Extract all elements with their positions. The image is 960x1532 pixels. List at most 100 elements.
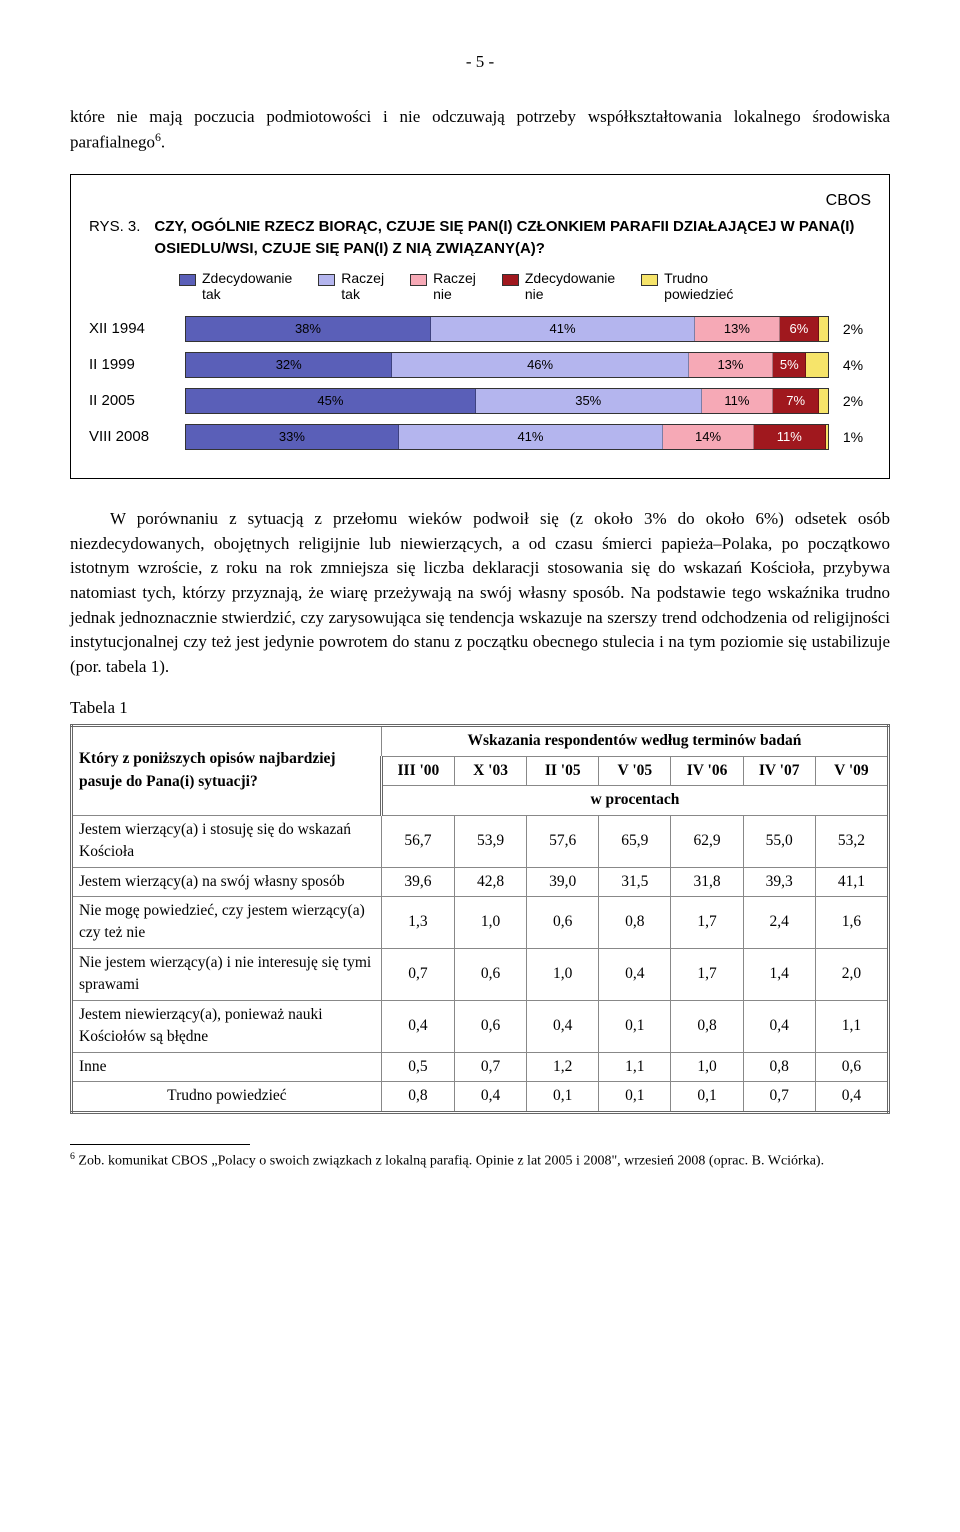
table-cell: 0,8	[381, 1082, 454, 1112]
legend-item: Zdecydowanienie	[502, 271, 615, 302]
table-cell: 42,8	[454, 867, 526, 896]
bar-row: XII 199438%41%13%6%2%	[89, 316, 871, 342]
bar-segment: 13%	[695, 317, 779, 341]
table-row-label: Jestem wierzący(a) i stosuję się do wska…	[72, 815, 382, 867]
bar-segment	[826, 425, 828, 449]
table-cell: 0,4	[599, 948, 671, 1000]
chart-bars: XII 199438%41%13%6%2%II 199932%46%13%5%4…	[89, 316, 871, 450]
legend-label: Raczejtak	[341, 271, 384, 302]
page-number: - 5 -	[70, 50, 890, 75]
table-cell: 0,1	[527, 1082, 599, 1112]
bar-segment: 33%	[186, 425, 399, 449]
table-subheader: w procentach	[381, 786, 888, 815]
table-cell: 1,4	[743, 948, 815, 1000]
bar-segment: 11%	[754, 425, 826, 449]
intro-paragraph: które nie mają poczucia podmiotowości i …	[70, 105, 890, 156]
figure-label: RYS. 3.	[89, 216, 140, 238]
legend-swatch	[641, 274, 658, 286]
table-cell: 0,8	[599, 896, 671, 948]
table-cell: 1,3	[381, 896, 454, 948]
legend-label: Trudnopowiedzieć	[664, 271, 733, 302]
table-cell: 0,7	[743, 1082, 815, 1112]
bar-end-value: 1%	[829, 427, 871, 447]
chart-container: CBOS RYS. 3. CZY, OGÓLNIE RZECZ BIORĄC, …	[70, 174, 890, 479]
table-col-header: V '05	[599, 756, 671, 785]
table-cell: 0,8	[671, 1000, 743, 1052]
table-cell: 1,7	[671, 896, 743, 948]
table-cell: 0,6	[527, 896, 599, 948]
bar-row: II 200545%35%11%7%2%	[89, 388, 871, 414]
table-header-span: Wskazania respondentów według terminów b…	[381, 726, 888, 756]
table-cell: 0,1	[671, 1082, 743, 1112]
table-cell: 0,4	[815, 1082, 888, 1112]
bar-segment: 5%	[773, 353, 806, 377]
table-col-header: IV '07	[743, 756, 815, 785]
table-cell: 0,4	[743, 1000, 815, 1052]
legend-label: Raczejnie	[433, 271, 476, 302]
table-cell: 31,8	[671, 867, 743, 896]
bar-segment: 45%	[186, 389, 476, 413]
bar-row-label: XII 1994	[89, 318, 185, 340]
legend-swatch	[410, 274, 427, 286]
table-cell: 0,7	[381, 948, 454, 1000]
table-cell: 0,5	[381, 1052, 454, 1081]
bar-segment	[819, 389, 828, 413]
table-cell: 0,6	[454, 948, 526, 1000]
intro-text: które nie mają poczucia podmiotowości i …	[70, 107, 890, 152]
bar-segment: 41%	[431, 317, 695, 341]
legend-item: Raczejtak	[318, 271, 384, 302]
table-cell: 0,1	[599, 1000, 671, 1052]
table-cell: 41,1	[815, 867, 888, 896]
data-table: Który z poniższych opisów najbardziej pa…	[70, 724, 890, 1114]
bar-segment: 7%	[773, 389, 819, 413]
bar-segment: 35%	[476, 389, 702, 413]
bar-segment: 41%	[399, 425, 663, 449]
table-col-header: III '00	[381, 756, 454, 785]
bar-segment: 46%	[392, 353, 688, 377]
table-cell: 1,1	[599, 1052, 671, 1081]
legend-label: Zdecydowanietak	[202, 271, 292, 302]
table-cell: 55,0	[743, 815, 815, 867]
bar-segment	[806, 353, 828, 377]
table-cell: 62,9	[671, 815, 743, 867]
bar-row: VIII 200833%41%14%11%1%	[89, 424, 871, 450]
body-paragraph: W porównaniu z sytuacją z przełomu wiekó…	[70, 507, 890, 679]
table-cell: 0,4	[381, 1000, 454, 1052]
bar-segment: 11%	[702, 389, 774, 413]
bar-segment	[819, 317, 828, 341]
footnote-text: Zob. komunikat CBOS „Polacy o swoich zwi…	[75, 1153, 824, 1168]
table-cell: 39,6	[381, 867, 454, 896]
table-row-label: Inne	[72, 1052, 382, 1081]
table-cell: 1,2	[527, 1052, 599, 1081]
table-row-label: Jestem wierzący(a) na swój własny sposób	[72, 867, 382, 896]
table-cell: 39,3	[743, 867, 815, 896]
bar-track: 32%46%13%5%	[185, 352, 829, 378]
table-cell: 1,0	[671, 1052, 743, 1081]
footnote: 6 Zob. komunikat CBOS „Polacy o swoich z…	[70, 1151, 890, 1171]
chart-legend: Zdecydowanietak Raczejtak Raczejnie Zdecydo…	[179, 271, 871, 302]
table-row-label: Trudno powiedzieć	[72, 1082, 382, 1112]
table-cell: 1,0	[454, 896, 526, 948]
table-cell: 39,0	[527, 867, 599, 896]
footnote-separator	[70, 1144, 250, 1145]
bar-segment: 38%	[186, 317, 431, 341]
table-row-label: Nie mogę powiedzieć, czy jestem wierzący…	[72, 896, 382, 948]
table-cell: 1,1	[815, 1000, 888, 1052]
intro-footref: 6	[155, 130, 161, 144]
bar-segment: 14%	[663, 425, 754, 449]
table-cell: 0,8	[743, 1052, 815, 1081]
legend-item: Trudnopowiedzieć	[641, 271, 733, 302]
bar-row-label: VIII 2008	[89, 426, 185, 448]
table-header-question: Który z poniższych opisów najbardziej pa…	[72, 726, 382, 815]
table-cell: 0,4	[454, 1082, 526, 1112]
table-cell: 2,4	[743, 896, 815, 948]
table-cell: 1,0	[527, 948, 599, 1000]
cbos-label: CBOS	[89, 189, 871, 212]
table-cell: 65,9	[599, 815, 671, 867]
bar-segment: 32%	[186, 353, 392, 377]
legend-swatch	[179, 274, 196, 286]
bar-segment: 6%	[780, 317, 820, 341]
bar-track: 45%35%11%7%	[185, 388, 829, 414]
table-caption: Tabela 1	[70, 696, 890, 721]
bar-track: 33%41%14%11%	[185, 424, 829, 450]
